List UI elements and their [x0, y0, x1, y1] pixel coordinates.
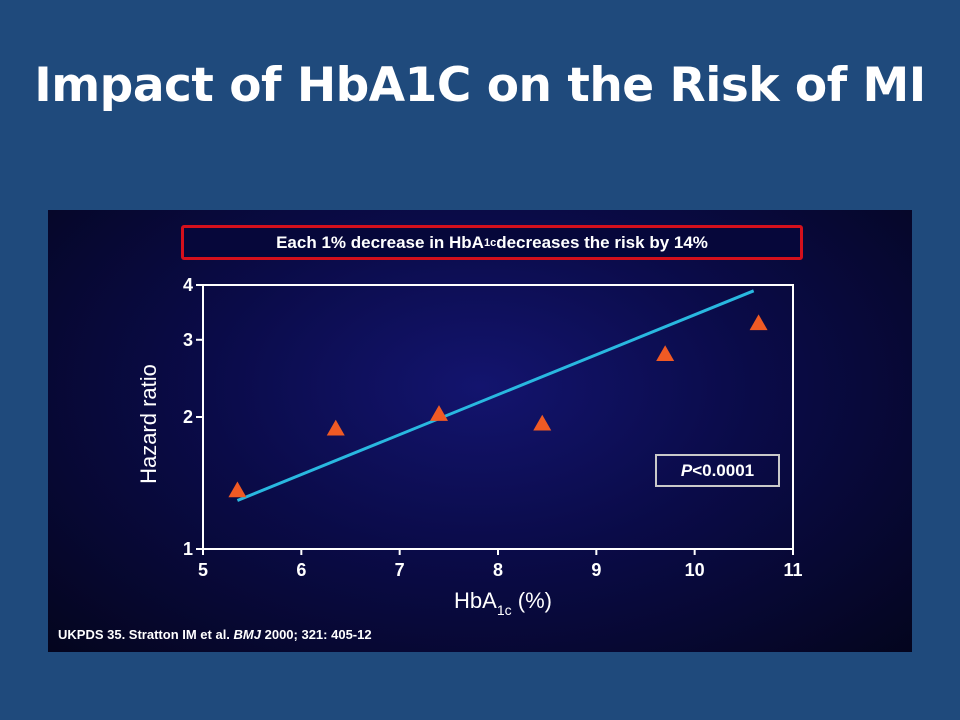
data-point-triangle	[656, 345, 675, 362]
callout-subscript: 1c	[483, 236, 497, 249]
x-tick-label: 7	[395, 560, 405, 580]
data-point-triangle	[228, 481, 247, 498]
p-value-p: P	[680, 460, 693, 480]
fit-line-layer	[236, 289, 755, 502]
y-tick-label: 4	[183, 275, 193, 295]
x-tick-label: 9	[591, 560, 601, 580]
callout-box: Each 1% decrease in HbA 1c decreases the …	[181, 225, 803, 260]
citation-after: 2000; 321: 405-12	[261, 627, 372, 642]
y-tick-label: 1	[183, 539, 193, 559]
chart-figure: Each 1% decrease in HbA 1c decreases the …	[48, 210, 912, 652]
p-value-rest: <0.0001	[692, 460, 755, 480]
data-point-triangle	[430, 405, 448, 421]
callout-text-before: Each 1% decrease in HbA	[276, 232, 484, 252]
points-layer	[228, 314, 768, 498]
x-tick-label: 5	[198, 560, 208, 580]
y-axis-label: Hazard ratio	[136, 364, 161, 484]
y-tick-label: 2	[183, 407, 193, 427]
citation: UKPDS 35. Stratton IM et al. BMJ 2000; 3…	[58, 627, 372, 642]
data-point-triangle	[749, 314, 768, 331]
callout-text-after: decreases the risk by 14%	[496, 232, 708, 252]
x-axis-label: HbA1c (%)	[454, 588, 552, 618]
citation-journal: BMJ	[233, 627, 261, 642]
data-point-triangle	[533, 414, 552, 431]
y-tick-label: 3	[183, 330, 193, 350]
x-axis-label-main: HbA	[454, 588, 497, 613]
x-tick-label: 11	[783, 560, 802, 580]
x-axis-label-sub: 1c	[497, 602, 512, 618]
data-point-triangle	[326, 419, 345, 436]
regression-line	[236, 289, 755, 502]
x-tick-label: 6	[296, 560, 306, 580]
axes-layer	[202, 284, 794, 550]
p-value-box: P <0.0001	[655, 454, 780, 487]
x-tick-label: 10	[685, 560, 705, 580]
x-axis-label-rest: (%)	[512, 588, 552, 613]
slide-title: Impact of HbA1C on the Risk of MI	[34, 58, 926, 113]
x-tick-label: 8	[493, 560, 503, 580]
plot-frame	[202, 284, 794, 550]
citation-before: UKPDS 35. Stratton IM et al.	[58, 627, 234, 642]
